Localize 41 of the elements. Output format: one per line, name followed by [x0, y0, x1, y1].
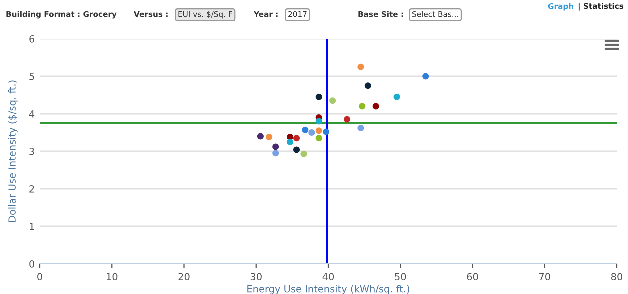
y-tick-label: 3 [30, 148, 34, 156]
y-tick-label: 5 [30, 73, 34, 80]
point [300, 150, 308, 158]
x-tick-label: 60 [467, 273, 478, 281]
x-tick-label: 30 [250, 273, 262, 281]
point [257, 133, 264, 140]
x-tick-label: 80 [611, 273, 623, 281]
point [323, 128, 330, 136]
point [358, 124, 364, 132]
x-tick-label: 10 [107, 273, 118, 281]
point [316, 94, 322, 100]
y-tick-label: 1 [30, 223, 34, 230]
point [422, 73, 430, 80]
x-tick-label: 70 [539, 273, 550, 281]
point [316, 118, 322, 125]
y-axis-title: Dollar Use Intensity ($/sq. ft.) [8, 80, 18, 222]
point [358, 64, 364, 70]
x-tick-label: 40 [322, 273, 334, 281]
point [364, 82, 372, 90]
point [344, 116, 351, 123]
point [330, 98, 336, 104]
point [359, 103, 366, 110]
x-tick-label: 50 [395, 273, 406, 281]
point [308, 129, 316, 136]
x-tick-label: 0 [38, 273, 42, 281]
point [316, 128, 322, 134]
y-tick-label: 0 [30, 260, 34, 268]
point [266, 134, 273, 141]
point [316, 135, 322, 142]
point [294, 135, 300, 142]
point [302, 126, 309, 134]
x-tick-label: 20 [178, 273, 190, 281]
point [394, 94, 400, 100]
y-tick-label: 4 [29, 110, 35, 118]
point [372, 103, 380, 110]
point [294, 146, 300, 154]
point [272, 150, 280, 157]
point [272, 144, 280, 150]
y-tick-label: 6 [30, 35, 35, 43]
y-tick-label: 2 [30, 185, 34, 193]
point [287, 138, 294, 146]
